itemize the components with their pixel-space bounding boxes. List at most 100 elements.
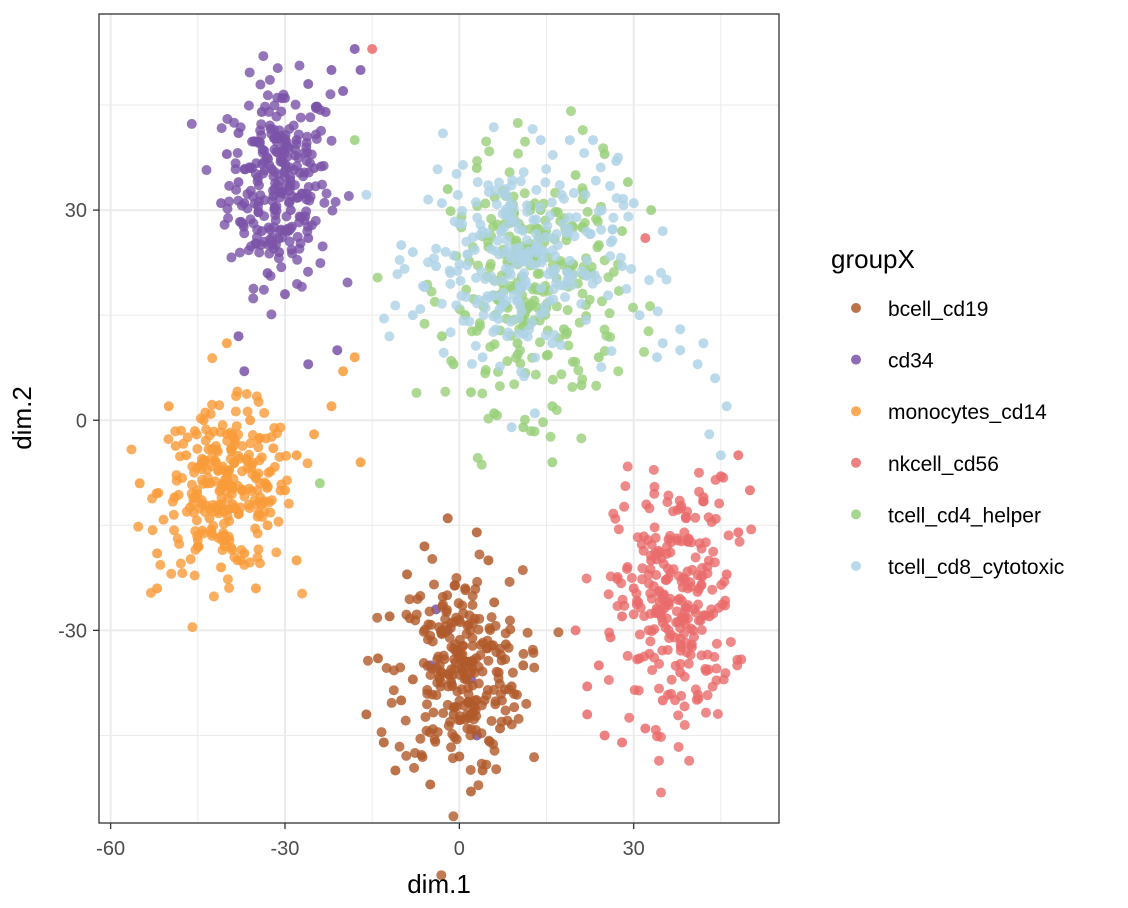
data-point bbox=[567, 382, 578, 393]
data-point bbox=[681, 602, 692, 613]
data-point bbox=[209, 455, 220, 466]
data-point bbox=[444, 265, 455, 276]
data-point bbox=[288, 120, 299, 131]
data-point bbox=[551, 278, 562, 289]
data-point bbox=[224, 196, 235, 207]
data-point bbox=[325, 89, 336, 100]
data-point bbox=[178, 438, 189, 449]
data-point bbox=[326, 65, 337, 76]
data-point bbox=[725, 636, 736, 647]
data-point bbox=[213, 505, 224, 516]
data-point bbox=[676, 576, 687, 587]
x-tick-label: 0 bbox=[454, 838, 465, 860]
data-point bbox=[469, 244, 480, 255]
data-point bbox=[428, 707, 439, 718]
data-point bbox=[456, 663, 467, 674]
data-point bbox=[577, 125, 588, 136]
data-point bbox=[448, 811, 459, 822]
data-point bbox=[506, 180, 517, 191]
data-point bbox=[626, 573, 637, 584]
data-point bbox=[452, 266, 463, 277]
data-point bbox=[622, 561, 633, 572]
data-point bbox=[489, 339, 500, 350]
data-point bbox=[253, 442, 264, 453]
data-point bbox=[257, 158, 268, 169]
data-point bbox=[595, 162, 606, 173]
data-point bbox=[622, 177, 633, 188]
data-point bbox=[256, 239, 267, 250]
data-point bbox=[591, 380, 602, 391]
data-point bbox=[158, 514, 169, 525]
data-point bbox=[717, 599, 728, 610]
data-point bbox=[534, 202, 545, 213]
y-tick-label: 0 bbox=[76, 410, 87, 432]
data-point bbox=[652, 306, 663, 317]
data-point bbox=[611, 193, 622, 204]
data-point bbox=[319, 197, 330, 208]
data-point bbox=[521, 698, 532, 709]
data-point bbox=[372, 653, 383, 664]
data-point bbox=[711, 663, 722, 674]
data-point bbox=[588, 135, 599, 146]
data-point bbox=[217, 545, 228, 556]
data-point bbox=[355, 65, 366, 76]
data-point bbox=[545, 431, 556, 442]
data-point bbox=[301, 188, 312, 199]
data-point bbox=[227, 481, 238, 492]
data-point bbox=[454, 219, 465, 230]
data-point bbox=[462, 260, 473, 271]
data-point bbox=[246, 241, 257, 252]
data-point bbox=[465, 667, 476, 678]
data-point bbox=[259, 407, 270, 418]
data-point bbox=[216, 123, 227, 134]
data-point bbox=[676, 612, 687, 623]
data-point bbox=[522, 627, 533, 638]
data-point bbox=[258, 51, 269, 62]
data-point bbox=[690, 552, 701, 563]
data-point bbox=[581, 573, 592, 584]
data-point bbox=[168, 509, 179, 520]
data-point bbox=[644, 648, 655, 659]
data-point bbox=[508, 203, 519, 214]
data-point bbox=[419, 541, 430, 552]
data-point bbox=[696, 625, 707, 636]
data-point bbox=[407, 310, 418, 321]
data-point bbox=[504, 615, 515, 626]
data-point bbox=[458, 608, 469, 619]
data-point bbox=[516, 306, 527, 317]
data-point bbox=[327, 205, 338, 216]
data-point bbox=[457, 159, 468, 170]
series-bcell_cd19 bbox=[361, 513, 564, 881]
data-point bbox=[721, 401, 732, 412]
data-point bbox=[640, 723, 651, 734]
data-point bbox=[593, 240, 604, 251]
data-point bbox=[576, 298, 587, 309]
data-point bbox=[662, 497, 673, 508]
data-point bbox=[645, 636, 656, 647]
data-point bbox=[480, 294, 491, 305]
data-point bbox=[147, 525, 158, 536]
data-point bbox=[649, 481, 660, 492]
data-point bbox=[457, 600, 468, 611]
data-point bbox=[428, 579, 439, 590]
data-point bbox=[230, 406, 241, 417]
data-point bbox=[521, 235, 532, 246]
data-point bbox=[434, 671, 445, 682]
data-point bbox=[427, 689, 438, 700]
data-point bbox=[485, 625, 496, 636]
data-point bbox=[649, 522, 660, 533]
data-point bbox=[476, 700, 487, 711]
data-point bbox=[675, 324, 686, 335]
data-point bbox=[248, 293, 259, 304]
data-point bbox=[326, 401, 337, 412]
data-point bbox=[303, 233, 314, 244]
data-point bbox=[486, 612, 497, 623]
data-point bbox=[681, 513, 692, 524]
data-point bbox=[621, 283, 632, 294]
data-point bbox=[291, 450, 302, 461]
data-point bbox=[519, 267, 530, 278]
data-point bbox=[459, 700, 470, 711]
data-point bbox=[608, 212, 619, 223]
data-point bbox=[390, 300, 401, 311]
data-point bbox=[423, 257, 434, 268]
